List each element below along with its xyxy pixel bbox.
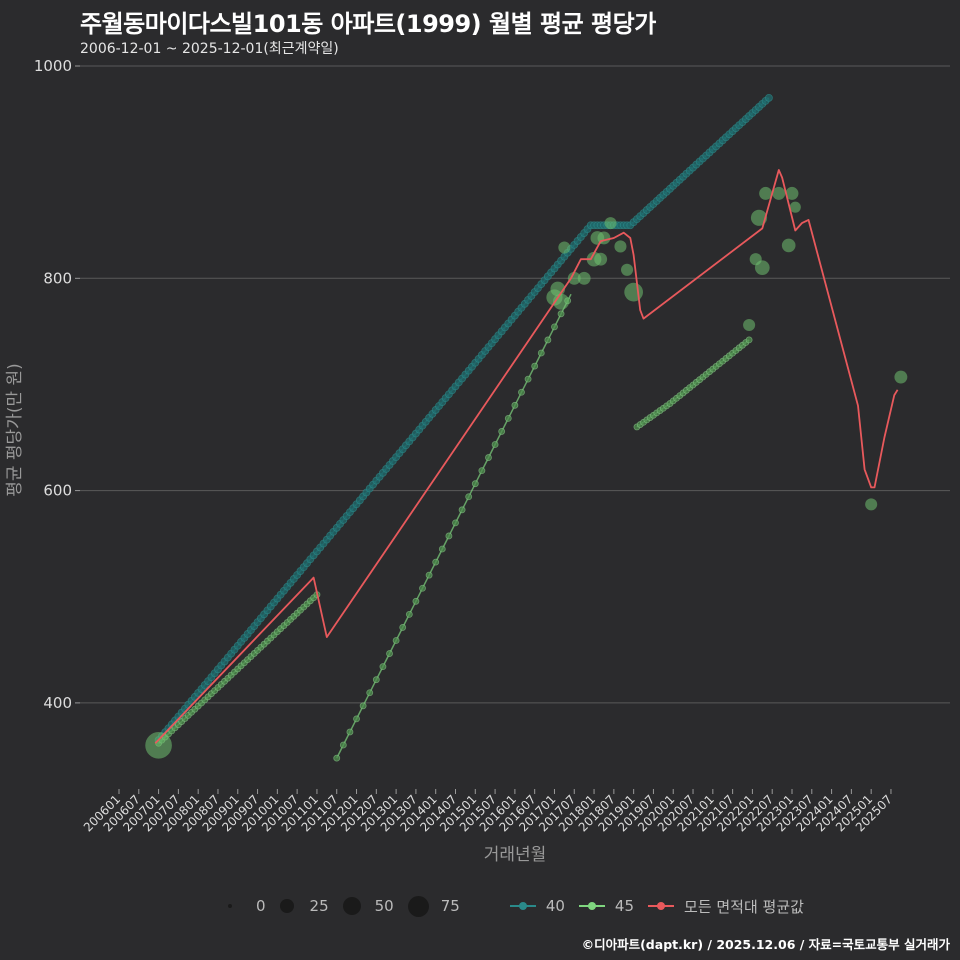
legend: 0 25 50 75 40 45 모든 면적대 평균값 xyxy=(222,894,818,918)
size-dot-icon xyxy=(342,897,361,915)
x-axis-title: 거래년월 xyxy=(484,845,547,865)
series-45 xyxy=(633,336,753,431)
size-dot-icon xyxy=(407,895,429,917)
line-swatch-icon xyxy=(509,902,536,910)
source-credit: ©디아파트(dapt.kr) / 2025.12.06 / 자료=국토교통부 실… xyxy=(581,937,950,952)
legend-series-avg: 모든 면적대 평균값 xyxy=(648,896,804,917)
y-tick-label: 600 xyxy=(43,482,72,500)
data-point xyxy=(750,209,768,226)
data-point xyxy=(567,271,581,285)
legend-size-25: 25 xyxy=(279,897,329,915)
data-point xyxy=(614,240,627,253)
legend-size-0: 0 xyxy=(222,897,266,915)
legend-size-75: 75 xyxy=(407,895,460,917)
legend-series-40: 40 xyxy=(509,897,565,915)
legend-size-50: 50 xyxy=(342,897,394,915)
data-point xyxy=(865,498,878,511)
data-point xyxy=(624,282,643,302)
trade-volume-bubbles xyxy=(145,186,908,759)
data-point xyxy=(594,252,608,266)
size-dot-icon xyxy=(279,899,294,913)
series-average-line xyxy=(154,169,899,744)
y-axis-title: 평균 평당가(만 원) xyxy=(5,363,25,497)
y-tick-label: 800 xyxy=(43,269,72,287)
size-dot-icon xyxy=(228,904,232,908)
data-point xyxy=(789,201,801,213)
data-point xyxy=(772,186,786,200)
data-point xyxy=(145,732,172,759)
data-point xyxy=(621,263,634,276)
data-point xyxy=(558,241,571,254)
data-point xyxy=(743,318,756,332)
chart-title: 주월동마이다스빌101동 아파트(1999) 월별 평균 평당가 xyxy=(80,10,656,38)
line-swatch-icon xyxy=(578,902,605,910)
data-point xyxy=(894,370,908,384)
data-point xyxy=(759,186,773,200)
line-swatch-icon xyxy=(648,902,675,910)
y-tick-label: 400 xyxy=(43,694,72,712)
y-tick-label: 1000 xyxy=(34,57,72,75)
data-point xyxy=(781,238,796,253)
data-point xyxy=(577,271,591,285)
data-point xyxy=(604,217,617,230)
series-45 xyxy=(333,293,572,762)
series-45 xyxy=(155,591,321,747)
data-point xyxy=(754,260,770,276)
legend-series-45: 45 xyxy=(578,897,634,915)
data-point xyxy=(785,186,799,200)
chart-subtitle: 2006-12-01 ~ 2025-12-01(최근계약일) xyxy=(80,41,339,57)
